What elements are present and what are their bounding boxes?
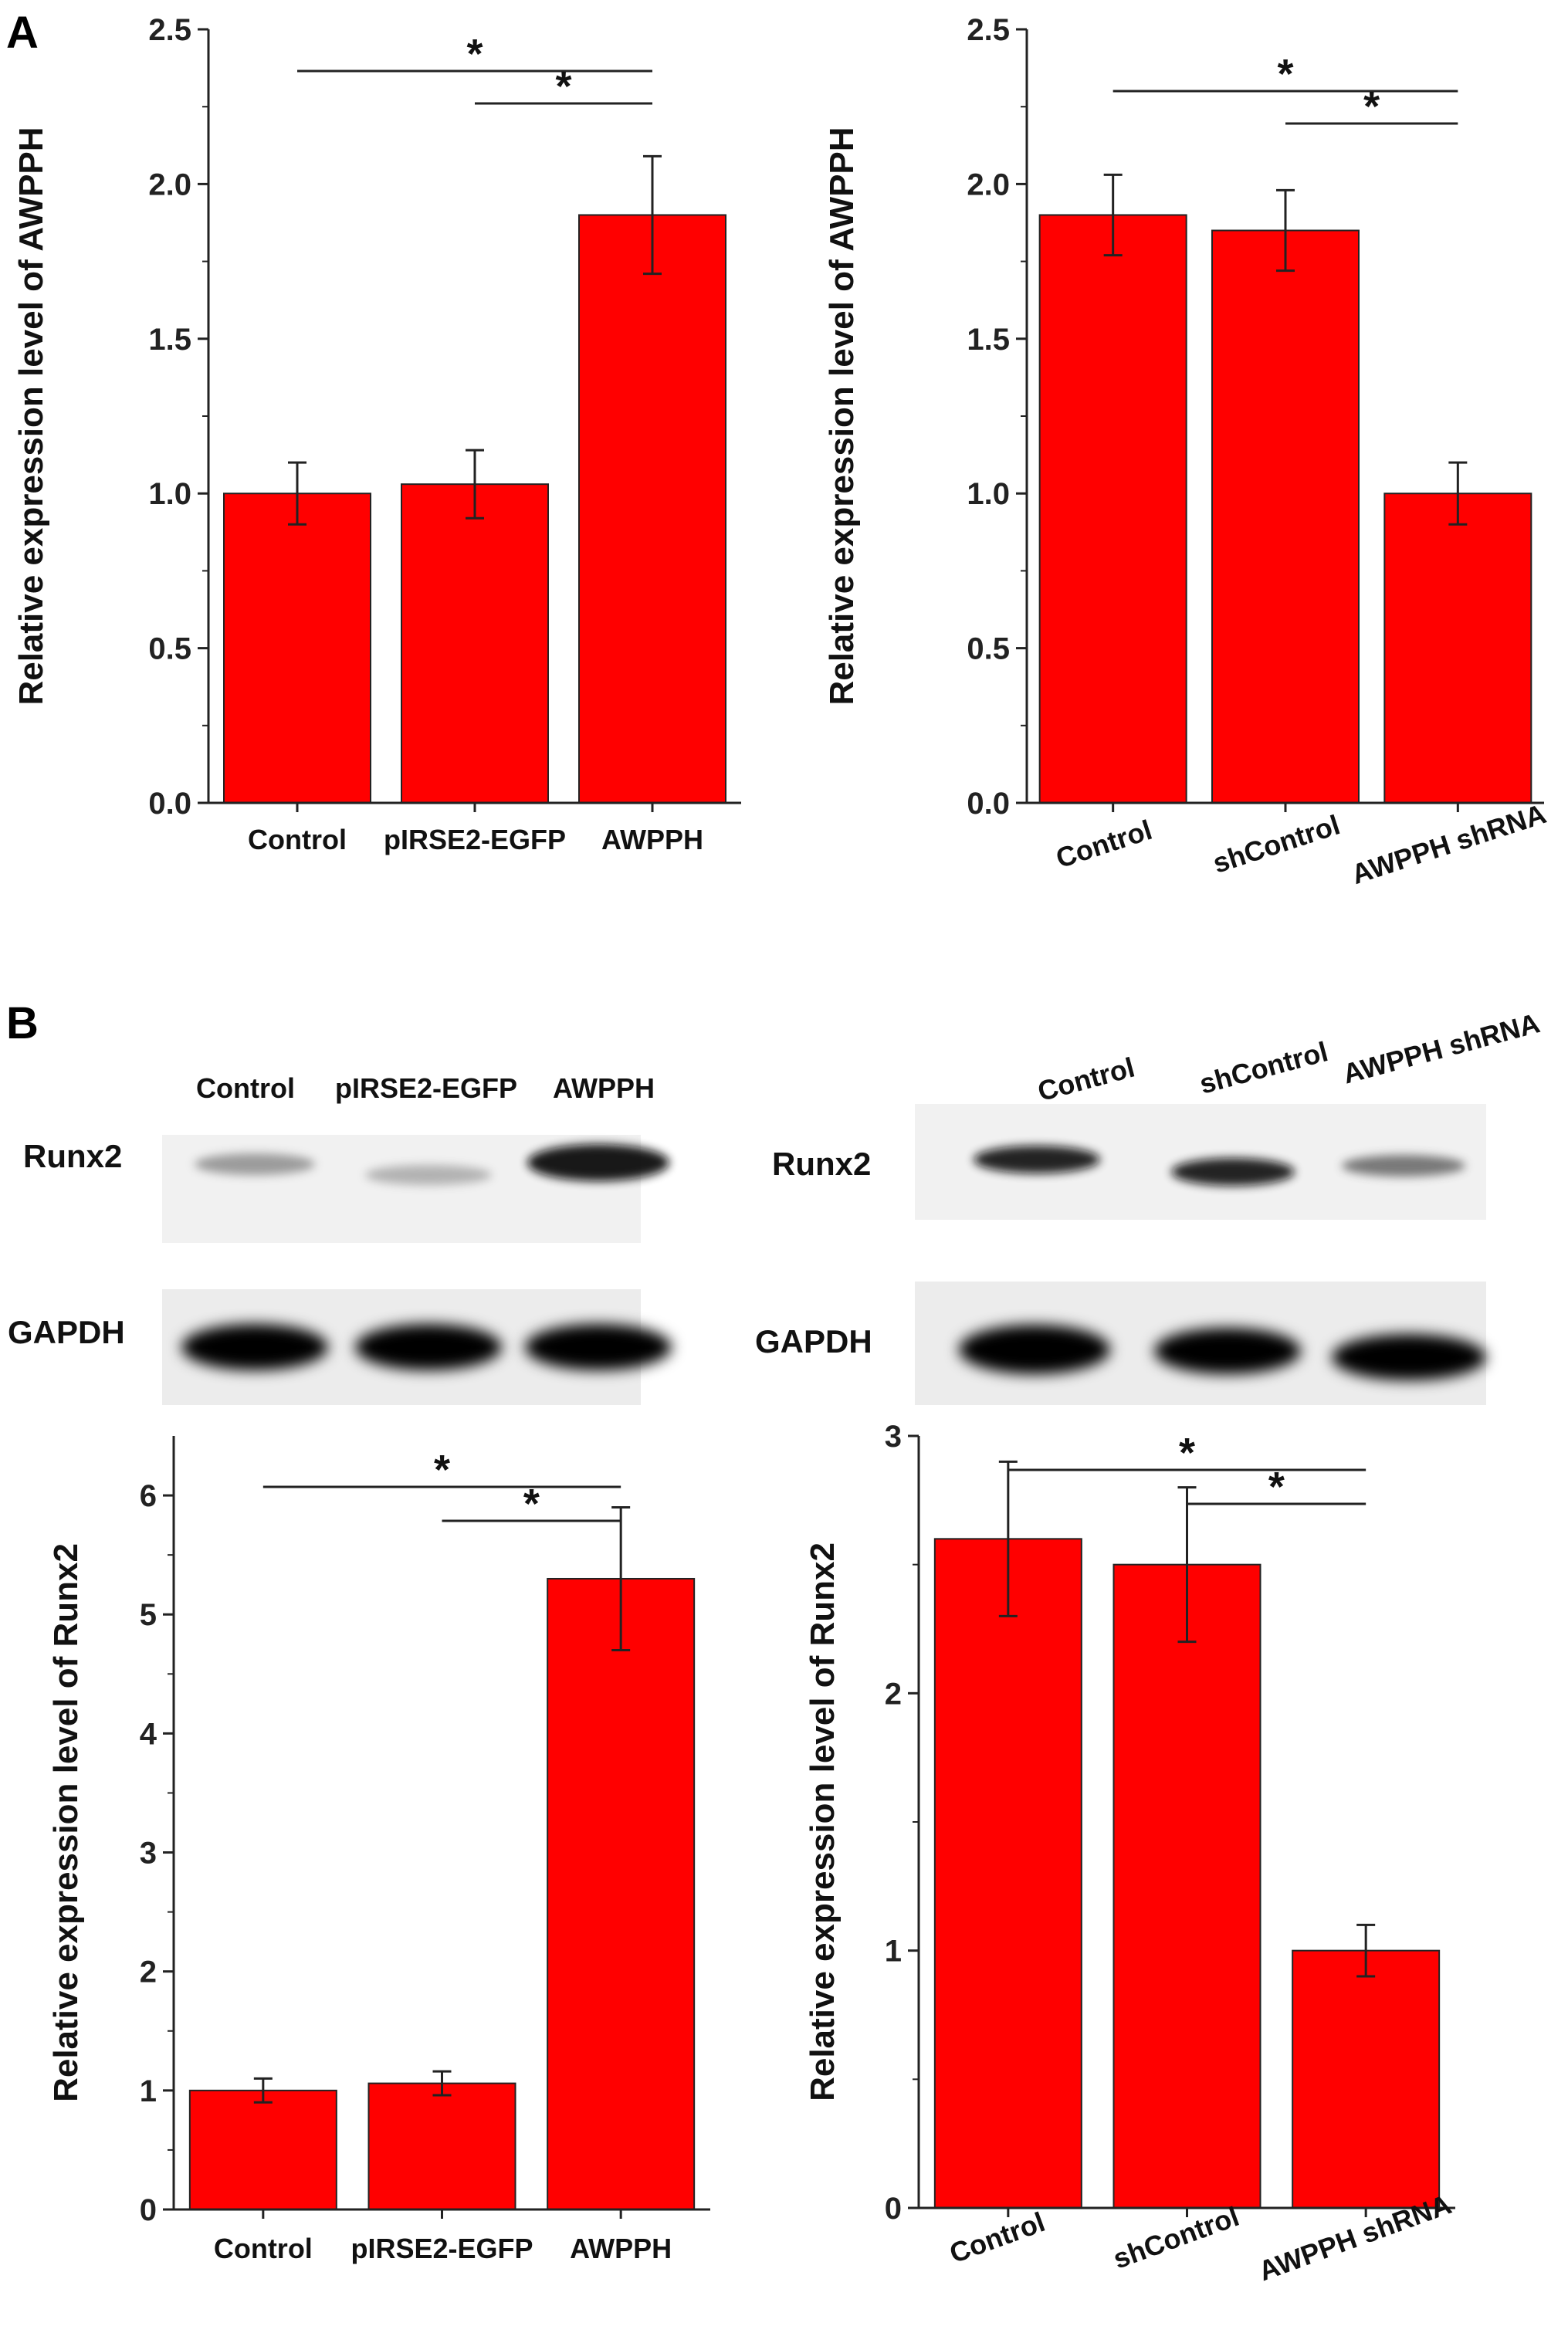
x-tick-label: Control xyxy=(1052,814,1156,875)
bar xyxy=(223,493,371,804)
y-axis-label: Relative expression level of Runx2 xyxy=(804,1542,842,2101)
y-tick-label: 6 xyxy=(140,1479,157,1513)
y-tick-label: 0 xyxy=(140,2193,157,2227)
blot-band xyxy=(1332,1334,1486,1380)
chart-a-right: 0.0 0.5 1.0 1.5 2.0 2.5 Control shControl AWPPH … xyxy=(823,13,1549,890)
y-axis-label: Relative expression level of AWPPH xyxy=(823,127,861,705)
blot-lane-label: pIRSE2-EGFP xyxy=(335,1072,517,1104)
blot-band xyxy=(527,1144,669,1181)
y-axis-label: Relative expression level of AWPPH xyxy=(12,127,50,705)
blot-band xyxy=(195,1153,315,1175)
blot-lane-label: shControl xyxy=(1196,1035,1331,1100)
y-tick-label: 1.0 xyxy=(967,477,1010,511)
significance-star: * xyxy=(466,31,483,77)
y-tick-label: 0.5 xyxy=(148,632,191,666)
y-tick-label: 0 xyxy=(885,2192,902,2226)
x-tick-label: AWPPH xyxy=(570,2233,672,2264)
blot-lane-label: AWPPH shRNA xyxy=(1339,1007,1543,1089)
blot-band xyxy=(1154,1328,1301,1374)
blot-band xyxy=(1171,1158,1295,1186)
bar xyxy=(1211,229,1360,804)
blot-row-label-runx2: Runx2 xyxy=(23,1138,122,1174)
y-tick-label: 3 xyxy=(140,1837,157,1871)
x-tick-label: Control xyxy=(945,2206,1048,2269)
chart-a-left: 0.0 0.5 1.0 1.5 2.0 2.5 Control pIRSE2-EGFP AWPP… xyxy=(12,13,741,855)
y-tick-label: 1.5 xyxy=(148,323,191,357)
blot-row-label-runx2: Runx2 xyxy=(772,1146,871,1182)
western-blot-left: Control pIRSE2-EGFP AWPPH Runx2 GAPDH xyxy=(8,1072,672,1405)
y-tick-label: 2.0 xyxy=(967,168,1010,201)
significance-star: * xyxy=(1179,1430,1195,1476)
chart-b-left: 0 1 2 3 4 5 6 Control pIRSE2-EGFP AWPPH Relative e… xyxy=(47,1436,710,2264)
y-tick-label: 1 xyxy=(140,2074,157,2108)
bar xyxy=(933,1538,1082,2209)
blot-band xyxy=(355,1324,502,1370)
significance-star: * xyxy=(523,1481,540,1527)
bar xyxy=(188,2089,337,2211)
y-tick-label: 2.5 xyxy=(967,13,1010,47)
y-tick-label: 5 xyxy=(140,1598,157,1632)
y-tick-label: 2 xyxy=(885,1677,902,1711)
y-tick-label: 3 xyxy=(885,1420,902,1454)
significance-star: * xyxy=(1268,1464,1285,1510)
x-tick-label: AWPPH xyxy=(601,824,703,855)
y-tick-label: 2 xyxy=(140,1955,157,1989)
significance-star: * xyxy=(1363,83,1380,130)
y-tick-label: 2.0 xyxy=(148,168,191,201)
blot-lane-label: Control xyxy=(196,1072,295,1104)
significance-star: * xyxy=(555,63,571,110)
bar xyxy=(547,1577,696,2210)
y-tick-label: 1.0 xyxy=(148,477,191,511)
bar xyxy=(1292,1949,1441,2209)
x-tick-label: AWPPH shRNA xyxy=(1348,797,1550,890)
y-tick-label: 0.0 xyxy=(148,787,191,821)
x-tick-label: pIRSE2-EGFP xyxy=(384,824,566,855)
y-tick-label: 1 xyxy=(885,1935,902,1969)
y-tick-label: 2.5 xyxy=(148,13,191,47)
x-tick-label: pIRSE2-EGFP xyxy=(351,2233,533,2264)
blot-band xyxy=(959,1325,1110,1374)
y-tick-label: 0.0 xyxy=(967,787,1010,821)
y-tick-label: 1.5 xyxy=(967,323,1010,357)
bar xyxy=(1113,1563,1262,2209)
blot-row-label-gapdh: GAPDH xyxy=(755,1323,872,1360)
y-tick-label: 0.5 xyxy=(967,632,1010,666)
blot-band xyxy=(365,1165,492,1185)
x-tick-label: shControl xyxy=(1209,808,1343,879)
significance-star: * xyxy=(1277,51,1293,97)
blot-row-label-gapdh: GAPDH xyxy=(8,1314,125,1350)
x-tick-label: Control xyxy=(214,2233,313,2264)
x-tick-label: Control xyxy=(248,824,347,855)
blot-band xyxy=(974,1146,1100,1173)
blot-band xyxy=(1342,1155,1465,1177)
x-tick-label: shControl xyxy=(1109,2200,1243,2275)
bar xyxy=(367,2082,516,2210)
bar xyxy=(401,483,549,804)
y-axis-label: Relative expression level of Runx2 xyxy=(47,1543,85,2102)
bar xyxy=(578,214,726,804)
panel-letter-b: B xyxy=(6,998,39,1048)
blot-lane-label: Control xyxy=(1035,1051,1138,1108)
panel-letter-a: A xyxy=(6,8,39,58)
significance-star: * xyxy=(434,1447,450,1493)
blot-lane-label: AWPPH xyxy=(553,1072,655,1104)
y-tick-label: 4 xyxy=(140,1717,157,1751)
blot-band xyxy=(181,1324,328,1370)
bar xyxy=(1383,493,1532,804)
western-blot-right: Control shControl AWPPH shRNA Runx2 GAPD… xyxy=(755,1007,1543,1405)
bar xyxy=(1038,214,1187,804)
blot-band xyxy=(525,1324,672,1370)
